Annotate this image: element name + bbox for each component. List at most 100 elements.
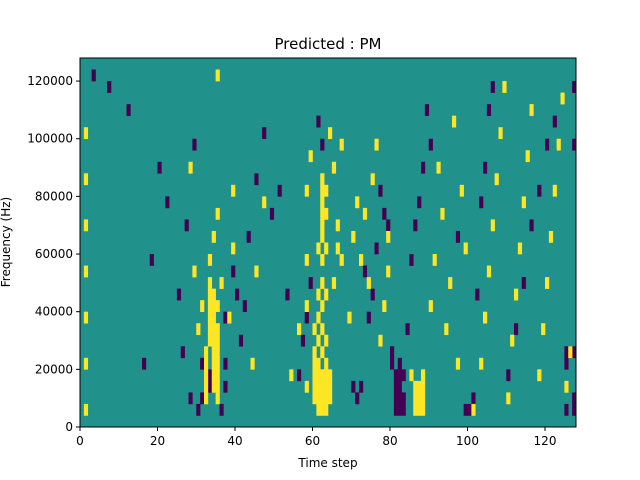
heatmap-cell-high [483, 311, 488, 324]
heatmap-cell-low [545, 138, 550, 151]
heatmap-cell-low [490, 81, 495, 93]
heatmap-cell-high [510, 334, 515, 347]
heatmap-cell-high [320, 346, 325, 359]
heatmap-cell-high [204, 369, 209, 382]
heatmap-cell-high [211, 311, 216, 324]
heatmap-cell-high [308, 150, 313, 163]
heatmap-cell-low [393, 380, 399, 393]
y-tick-label: 60000 [35, 247, 73, 261]
heatmap-cell-low [564, 346, 569, 359]
heatmap-cell-low [207, 380, 213, 393]
heatmap-cell-high [324, 207, 329, 220]
heatmap-cell-high [328, 369, 333, 382]
heatmap-cell-high [413, 403, 418, 416]
x-axis: 0 20 40 60 80 100 120 [76, 427, 556, 448]
heatmap-cell-high [529, 104, 534, 116]
heatmap-cell-high [316, 380, 321, 393]
heatmap-cell-high [351, 230, 356, 243]
heatmap-cell-high [207, 254, 213, 266]
heatmap-cell-high [250, 357, 255, 370]
heatmap-cell-low [320, 138, 325, 151]
heatmap-cell-high [324, 242, 329, 255]
heatmap-cell-high [304, 380, 309, 393]
heatmap-cell-high [386, 265, 391, 278]
heatmap-cell-high [320, 277, 325, 289]
heatmap-cell-high [440, 207, 445, 220]
heatmap-cell-low [409, 254, 414, 266]
heatmap-cell-high [413, 380, 418, 393]
heatmap-cell-high [568, 346, 573, 359]
heatmap-cell-low [277, 184, 282, 197]
heatmap-cell-low [397, 357, 402, 370]
heatmap-cell-high [386, 230, 391, 243]
y-tick-label: 0 [65, 420, 73, 434]
heatmap-cell-high [320, 323, 325, 336]
heatmap-cell-low [483, 161, 488, 174]
heatmap-cell-low [397, 369, 402, 382]
heatmap-cell-high [320, 369, 325, 382]
x-tick-label: 20 [150, 434, 165, 448]
heatmap-cell-low [351, 380, 356, 393]
heatmap-cell-high [320, 219, 325, 232]
heatmap-cell-high [196, 323, 201, 336]
heatmap-cell-low [176, 288, 182, 301]
heatmap-cell-high [215, 323, 220, 336]
heatmap-cell-high [452, 115, 457, 128]
heatmap-cell-high [211, 288, 216, 301]
heatmap-cell-high [331, 277, 337, 289]
heatmap-cell-high [83, 127, 89, 140]
heatmap-cell-high [312, 369, 317, 382]
heatmap-cell-high [215, 69, 220, 82]
heatmap-cell-high [521, 196, 526, 209]
heatmap-cell-low [219, 403, 224, 416]
heatmap-cell-high [254, 265, 259, 278]
heatmap-cell-low [200, 357, 205, 370]
heatmap-cell-low [316, 115, 321, 128]
heatmap-cell-high [215, 207, 220, 220]
heatmap-cell-high [316, 334, 321, 347]
heatmap-cell-low [417, 196, 422, 209]
heatmap-cell-low [572, 346, 577, 359]
heatmap-cell-high [192, 265, 197, 278]
heatmap-cell-high [471, 403, 476, 416]
heatmap-cell-high [335, 242, 340, 255]
heatmap-cell-low [297, 369, 302, 382]
x-tick-label: 60 [305, 434, 320, 448]
heatmap-cell-low [401, 369, 406, 382]
heatmap-cell-low [192, 138, 197, 151]
heatmap-cell-high [215, 334, 220, 347]
heatmap-cell-high [211, 380, 216, 393]
heatmap-cell-high [362, 207, 368, 220]
heatmap-cell-low [223, 357, 228, 370]
heatmap-cell-low [304, 311, 309, 324]
heatmap-cell-low [405, 323, 410, 336]
heatmap-cell-high [211, 369, 216, 382]
heatmap-cell-low [386, 219, 391, 232]
heatmap-cell-high [517, 242, 523, 255]
heatmap-cell-high [331, 161, 337, 174]
heatmap-cell-high [328, 392, 333, 405]
heatmap-cell-low [300, 334, 306, 347]
heatmap-cell-high [83, 219, 89, 232]
x-axis-label: Time step [297, 456, 357, 470]
heatmap-cell-high [428, 300, 433, 312]
heatmap-cell-high [83, 311, 89, 324]
heatmap-cell-high [215, 369, 220, 382]
heatmap-cell-high [231, 242, 236, 255]
heatmap-cell-low [188, 392, 193, 405]
heatmap-cell-low [142, 357, 147, 370]
heatmap-cell-high [417, 380, 422, 393]
heatmap-cell-high [324, 334, 329, 347]
heatmap-cell-high [444, 323, 449, 336]
heatmap-cell-low [424, 104, 430, 116]
heatmap-cell-low [572, 392, 577, 405]
heatmap-cell-high [455, 357, 461, 370]
chart-title: Predicted : PM [275, 35, 382, 53]
heatmap-cell-high [204, 392, 209, 405]
heatmap-cell-high [463, 242, 468, 255]
heatmap-cell-low [421, 161, 426, 174]
heatmap-cell-low [362, 265, 368, 278]
heatmap-cell-high [324, 369, 329, 382]
heatmap-cell-high [211, 323, 216, 336]
heatmap-cell-low [285, 288, 290, 301]
